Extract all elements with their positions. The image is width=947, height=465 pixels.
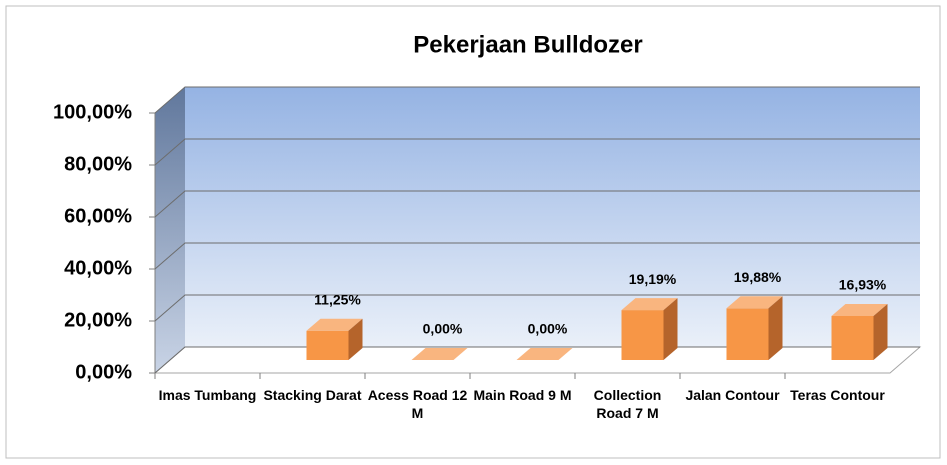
x-tick-label: Imas Tumbang (158, 387, 257, 403)
bar-side (873, 303, 888, 360)
bar-side (663, 298, 678, 360)
y-tick-label: 100,00% (53, 101, 132, 123)
grid-line (154, 190, 920, 218)
x-tick-label: Acess Road 12 M (367, 387, 468, 421)
grid-line (154, 242, 920, 270)
chart-title: Pekerjaan Bulldozer (413, 31, 642, 58)
grid-line (154, 138, 920, 166)
x-tick-label: Stacking Darat (263, 387, 362, 403)
grid-line (154, 86, 920, 114)
bar-top (726, 296, 783, 309)
y-tick-label: 60,00% (64, 205, 132, 227)
grid-line (154, 294, 920, 322)
bar-side (348, 318, 363, 360)
data-label: 19,19% (629, 271, 677, 287)
x-tick-label: Main Road 9 M (473, 387, 572, 403)
data-label: 0,00% (423, 321, 463, 337)
y-tick-label: 20,00% (64, 309, 132, 331)
bar (621, 310, 664, 360)
back-wall (185, 87, 920, 347)
data-label: 16,93% (839, 277, 887, 293)
data-label: 11,25% (314, 291, 361, 307)
data-label: 19,88% (734, 269, 782, 285)
x-tick-label: Jalan Contour (685, 387, 780, 403)
y-tick-label: 0,00% (75, 361, 132, 383)
y-tick-label: 40,00% (64, 257, 132, 279)
bar (726, 308, 769, 360)
y-tick-label: 80,00% (64, 153, 132, 175)
side-wall (155, 87, 185, 373)
bar-top (516, 348, 573, 360)
bar (831, 315, 874, 360)
data-label: 0,00% (528, 321, 568, 337)
bar-top (306, 318, 363, 331)
x-tick-label: Collection Road 7 M (593, 387, 662, 421)
bar (306, 330, 349, 360)
bar-top (831, 303, 888, 316)
bar-top (411, 348, 468, 360)
x-tick-label: Teras Contour (790, 387, 885, 403)
bar-top (621, 298, 678, 311)
bar-side (768, 296, 783, 360)
